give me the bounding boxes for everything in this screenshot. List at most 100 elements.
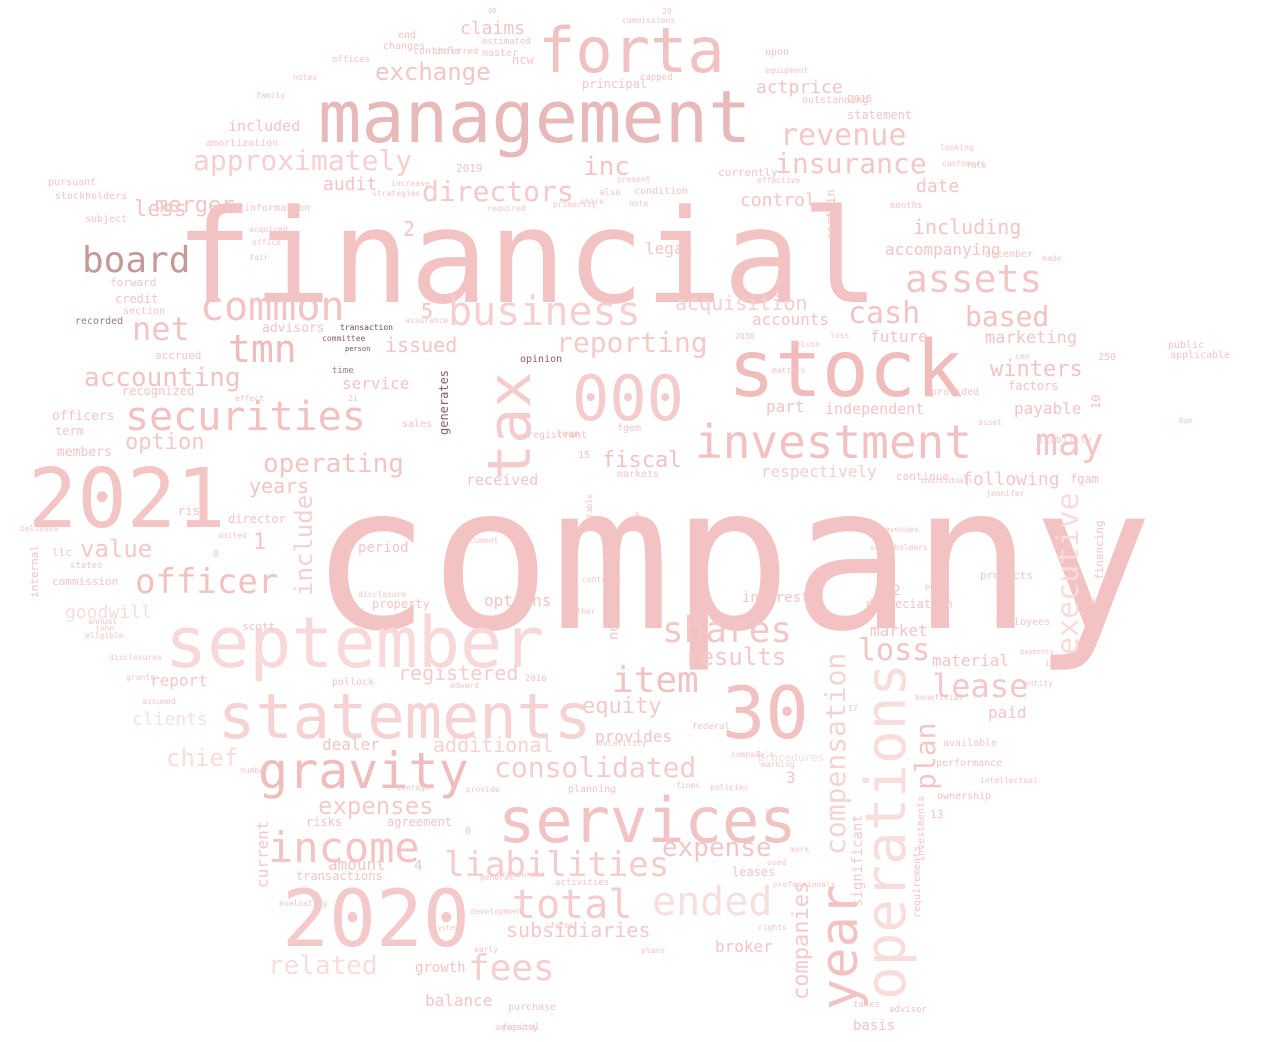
word-141: outstanding	[802, 95, 868, 106]
word-84: goodwill	[65, 602, 152, 623]
word-30: executive	[1051, 492, 1086, 655]
word-44: inc	[583, 152, 630, 182]
word-48: operating	[263, 449, 404, 479]
word-180: advisory	[495, 1023, 539, 1033]
word-164: registrant	[527, 430, 587, 441]
word-181: requirements	[912, 846, 923, 918]
word-176: performance	[936, 758, 1002, 769]
word-45: directors	[422, 175, 574, 208]
word-107: received	[466, 471, 538, 489]
word-212: eligible	[85, 631, 124, 640]
word-17: income	[268, 823, 420, 872]
word-249: shareholders	[870, 543, 928, 552]
word-248: penny	[925, 582, 949, 591]
word-81: date	[916, 176, 959, 197]
word-92: provides	[595, 727, 672, 746]
word-232: present	[617, 175, 651, 184]
word-42: plan	[909, 723, 942, 790]
word-168: continue	[896, 470, 949, 483]
word-8: 2020	[282, 875, 470, 965]
word-256: volatility	[598, 739, 646, 748]
word-185: public	[1168, 340, 1204, 351]
word-96: amount	[328, 855, 386, 874]
word-4: 2021	[28, 452, 225, 547]
word-279: intellectual	[980, 776, 1038, 785]
word-265: resources	[502, 870, 546, 879]
word-207: capped	[640, 73, 673, 83]
word-151: subject	[85, 214, 127, 225]
word-172: pollock	[332, 677, 374, 688]
word-104: property	[372, 597, 430, 611]
word-18: securities	[125, 394, 366, 440]
word-26: shares	[662, 610, 792, 651]
word-122: factors	[1008, 379, 1059, 393]
word-10: 30	[722, 671, 809, 755]
word-234: looking	[940, 143, 974, 152]
word-175: ownership	[937, 791, 991, 802]
word-0: company	[310, 443, 1153, 676]
word-98: risks	[306, 815, 342, 829]
word-43: exchange	[375, 58, 491, 86]
word-1: financial	[175, 181, 879, 333]
word-56: subsidiaries	[506, 918, 651, 942]
word-123: fgam	[1070, 472, 1099, 486]
word-145: certain	[824, 189, 838, 240]
word-227: effective	[757, 176, 801, 185]
word-21: assets	[905, 257, 1042, 301]
word-29: liabilities	[444, 845, 669, 885]
word-163: sales	[402, 419, 432, 430]
word-118: llc	[52, 546, 72, 559]
word-220: effect	[235, 394, 264, 403]
word-69: accounts	[752, 310, 829, 329]
word-108: significant	[850, 814, 866, 907]
word-120: scott	[242, 620, 275, 633]
word-23: may	[1035, 420, 1104, 464]
word-218: grants	[126, 673, 155, 682]
word-241: used	[767, 858, 786, 867]
word-255: fines	[676, 781, 700, 790]
word-36: lease	[932, 667, 1028, 705]
word-25: item	[612, 660, 699, 701]
word-9: statements	[218, 680, 591, 753]
word-239: asset	[978, 418, 1002, 427]
word-152: information	[244, 203, 310, 214]
word-203: commissions	[622, 16, 675, 25]
word-153: forward	[110, 276, 156, 289]
word-113: term	[55, 424, 84, 438]
word-74: part	[766, 397, 805, 416]
word-250: revenues	[880, 525, 919, 534]
word-208: average	[396, 783, 430, 792]
word-60: value	[80, 535, 152, 563]
word-93: broker	[715, 937, 773, 956]
word-149: pursuant	[48, 177, 96, 188]
word-100: current	[253, 821, 272, 888]
word-27: total	[512, 882, 632, 928]
word-114: recognized	[122, 384, 194, 398]
word-233: equipment	[765, 66, 809, 75]
word-206: family	[256, 91, 285, 100]
word-192: 2	[403, 217, 415, 241]
word-82: accompanying	[885, 240, 1001, 259]
word-264: evaluating	[279, 899, 327, 908]
word-275: company's	[731, 750, 775, 759]
word-90: material	[932, 651, 1009, 670]
word-179: capital	[502, 1023, 540, 1033]
word-61: option	[125, 430, 204, 455]
word-158: committee	[322, 334, 366, 343]
word-146: months	[890, 201, 923, 211]
word-55: companies	[789, 881, 814, 1000]
word-167: markets	[617, 469, 659, 480]
word-6: forta	[538, 14, 725, 87]
word-231: note	[629, 199, 648, 208]
word-54: chief	[166, 744, 238, 772]
word-244: costs	[765, 806, 789, 815]
word-133: end	[398, 30, 416, 41]
word-259: policies	[710, 783, 749, 792]
word-193: 3	[786, 768, 796, 787]
word-7: services	[498, 784, 797, 857]
word-117: internal	[28, 545, 41, 598]
word-214: annual	[88, 617, 117, 626]
word-35: fees	[468, 948, 555, 989]
word-284: 6	[635, 511, 640, 520]
